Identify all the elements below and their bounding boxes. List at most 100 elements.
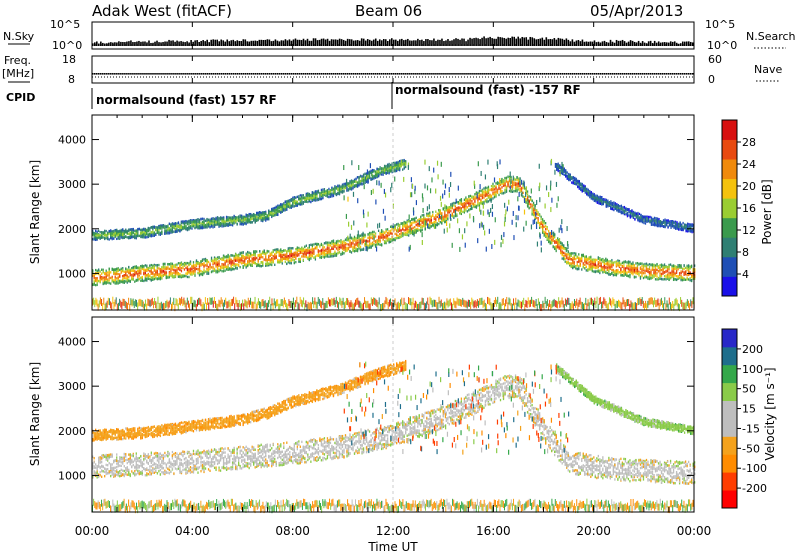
data-cell (385, 235, 387, 238)
data-cell (430, 221, 432, 225)
data-cell (173, 274, 175, 278)
data-cell (228, 267, 231, 270)
data-cell (307, 249, 309, 252)
data-cell (250, 255, 252, 258)
data-cell (95, 238, 97, 241)
data-cell (263, 252, 265, 256)
data-cell (159, 233, 162, 236)
data-cell (493, 195, 496, 199)
data-cell (663, 274, 666, 278)
data-cell (322, 244, 324, 247)
nsky-point (691, 42, 694, 46)
data-cell (615, 265, 618, 268)
data-cell (388, 237, 390, 241)
data-cell (131, 230, 133, 234)
data-cell (508, 175, 511, 179)
nsky-point (593, 40, 596, 46)
data-cell (356, 236, 359, 239)
data-cell (675, 275, 678, 278)
data-cell (641, 268, 643, 271)
data-cell (373, 233, 375, 236)
nsky-point (304, 40, 307, 46)
data-cell (295, 253, 297, 256)
data-cell (566, 253, 568, 257)
nsky-point (260, 39, 263, 46)
freq-point (661, 73, 664, 75)
data-cell (123, 279, 125, 283)
data-cell (346, 242, 348, 246)
data-cell (635, 266, 637, 270)
data-cell (502, 180, 505, 183)
data-cell (99, 274, 101, 277)
data-cell (442, 219, 444, 222)
data-cell (438, 219, 440, 222)
data-cell (638, 272, 640, 276)
data-cell (95, 268, 97, 272)
data-cell (284, 257, 286, 260)
data-cell (663, 271, 666, 274)
nsky-point (350, 39, 353, 46)
data-cell (456, 206, 458, 210)
data-cell (573, 252, 575, 255)
data-cell (692, 275, 694, 278)
data-cell (122, 281, 124, 284)
data-cell (227, 253, 229, 257)
data-cell (290, 253, 292, 256)
freq-point (314, 73, 317, 75)
data-cell (605, 259, 607, 263)
data-cell (560, 242, 562, 245)
data-cell (394, 228, 396, 231)
data-cell (242, 264, 244, 268)
data-cell (188, 222, 190, 226)
data-cell (383, 235, 386, 239)
data-cell (510, 186, 512, 189)
data-cell (584, 263, 586, 267)
data-cell (179, 229, 181, 233)
data-cell (389, 225, 392, 228)
data-cell (174, 224, 177, 227)
nsky-point (633, 41, 636, 46)
data-cell (570, 263, 572, 267)
data-cell (429, 212, 431, 215)
freq-point (485, 73, 487, 75)
data-cell (541, 224, 544, 228)
nsky-point (443, 41, 445, 46)
freq-series (92, 73, 694, 78)
data-cell (374, 239, 377, 243)
nsky-point (535, 39, 538, 46)
nsky-point (649, 40, 652, 46)
data-cell (107, 274, 109, 277)
nsky-point (595, 42, 598, 46)
freq-point (685, 73, 688, 75)
data-cell (465, 209, 467, 212)
data-cell (290, 262, 292, 265)
data-cell (581, 253, 583, 257)
freq-unit-label: [MHz] (2, 67, 34, 80)
data-cell (186, 220, 189, 224)
data-cell (660, 277, 663, 281)
data-cell (460, 203, 463, 206)
freq-point (489, 73, 491, 75)
data-cell (210, 270, 213, 273)
data-cell (642, 267, 645, 270)
data-cell (665, 274, 667, 277)
data-cell (408, 231, 410, 234)
data-cell (621, 273, 624, 277)
data-cell (114, 268, 116, 272)
data-cell (114, 231, 116, 235)
nsky-point (156, 40, 158, 46)
data-cell (355, 240, 357, 243)
data-cell (532, 210, 535, 214)
data-cell (257, 260, 259, 264)
data-cell (459, 206, 461, 210)
data-cell (302, 249, 304, 252)
data-cell (490, 188, 493, 191)
data-cell (659, 277, 661, 281)
data-cell (122, 268, 124, 272)
data-cell (578, 258, 580, 261)
data-cell (517, 184, 520, 188)
data-cell (326, 246, 329, 249)
freq-point (583, 73, 586, 75)
data-cell (180, 274, 183, 277)
data-cell (417, 229, 419, 232)
